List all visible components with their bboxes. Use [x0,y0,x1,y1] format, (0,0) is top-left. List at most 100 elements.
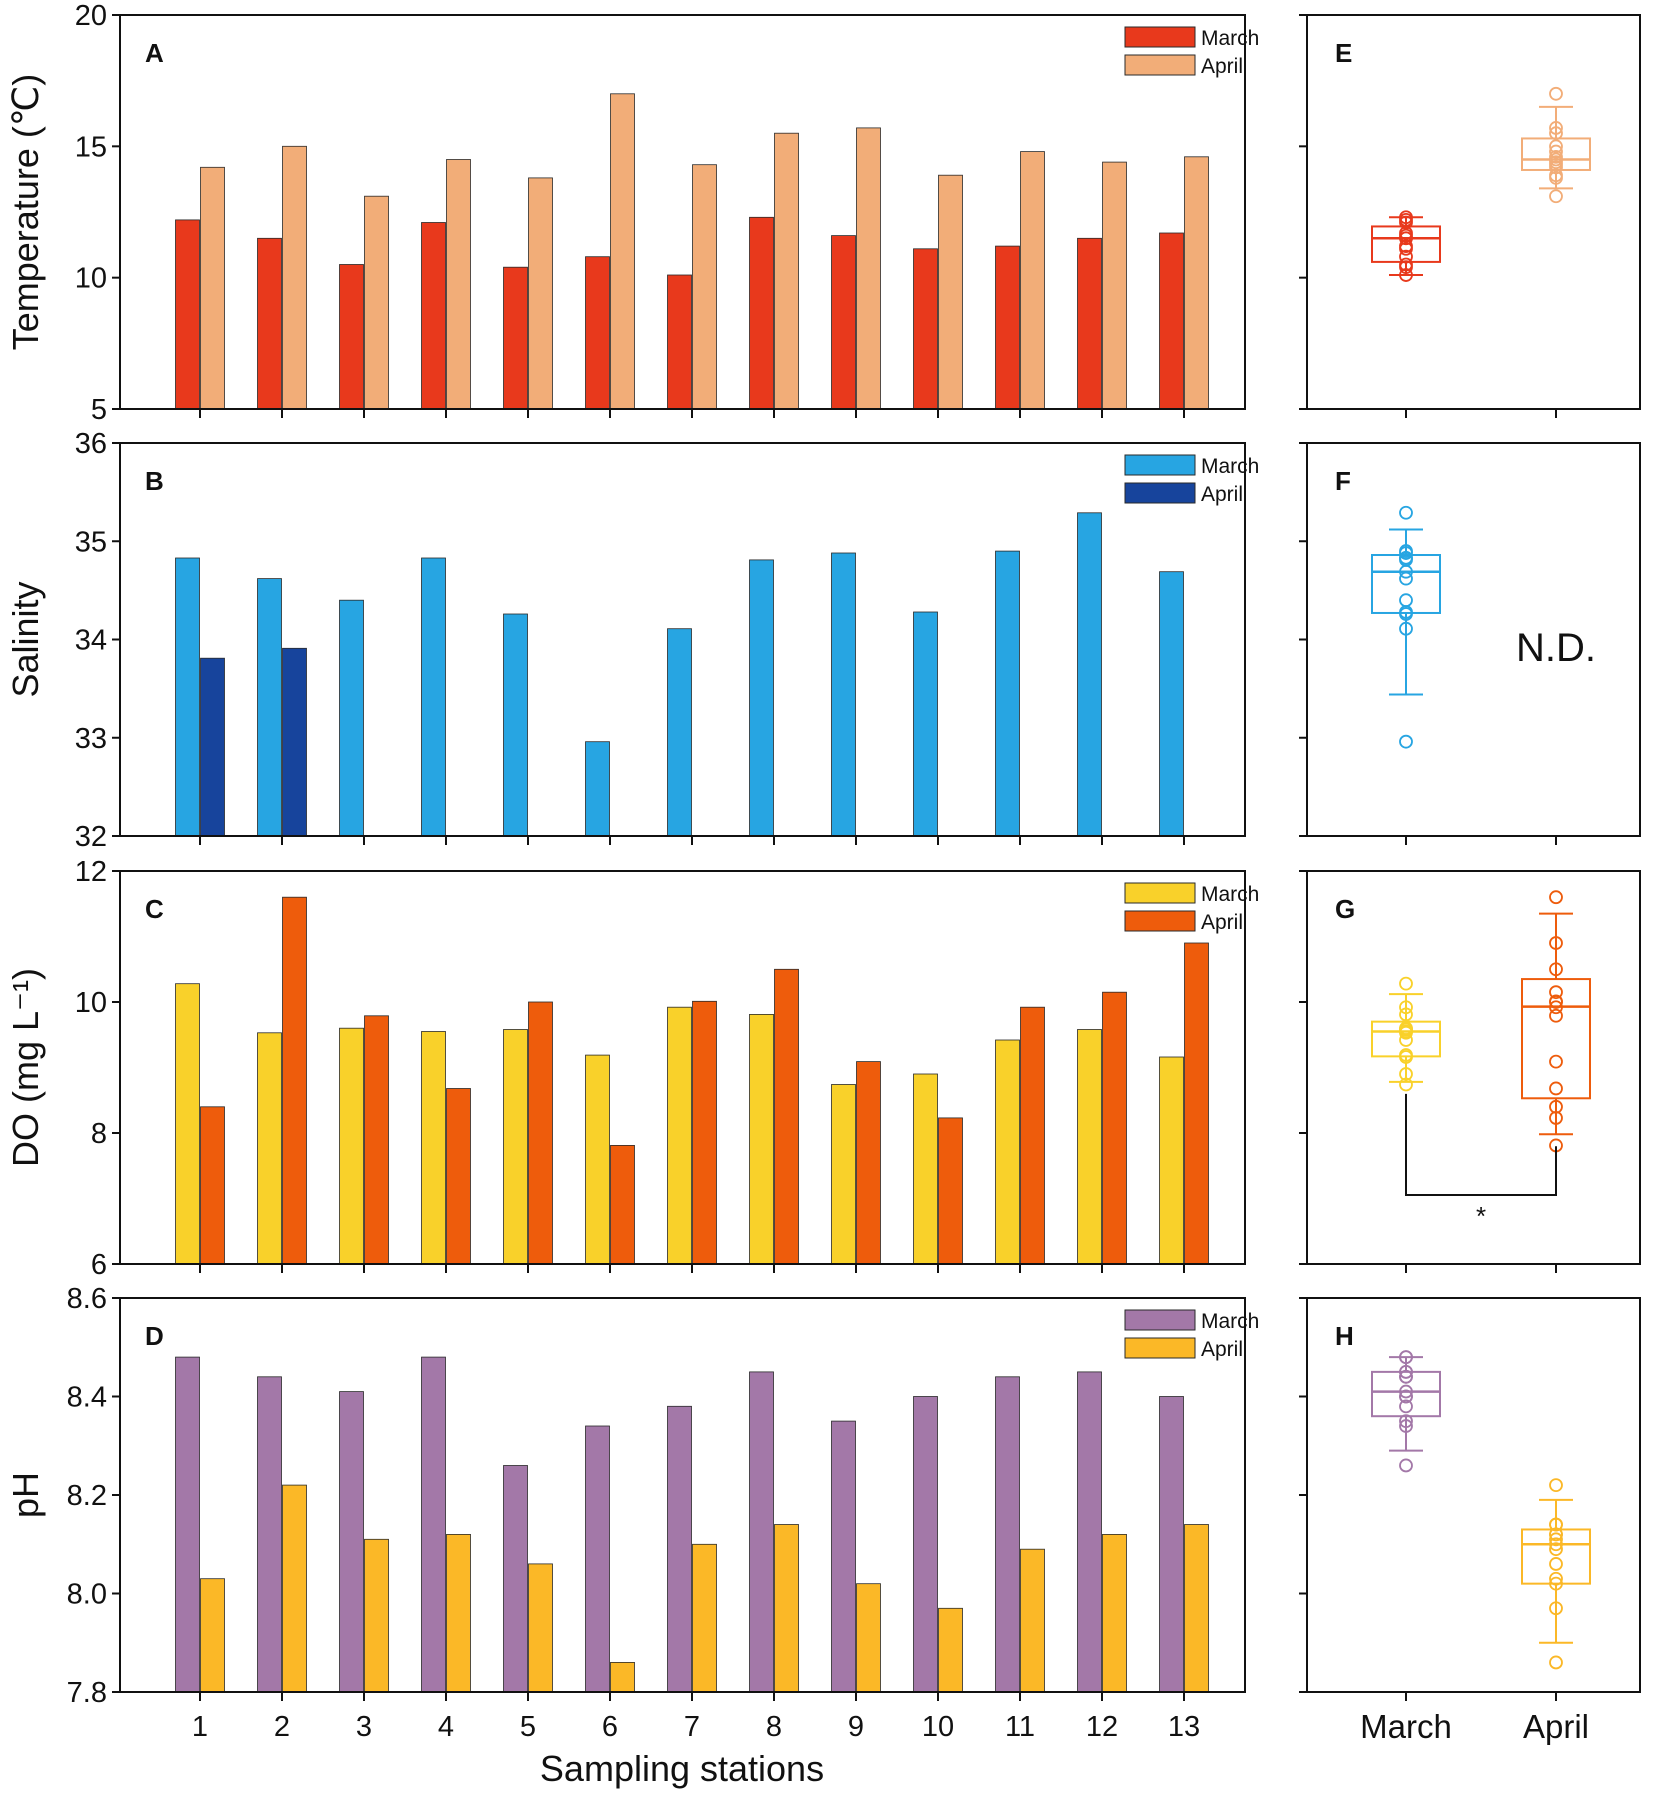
y-tick-label: 15 [75,131,107,163]
y-tick-label: 35 [75,526,107,558]
bar-march-station-8 [749,559,774,837]
bar-march-station-8 [749,1371,774,1693]
y-tick-label: 33 [75,723,107,755]
data-point-march [1399,544,1413,558]
bar-march-station-13 [1159,1396,1184,1693]
box-panel-f: F N.D. [1299,442,1641,845]
bar-march-station-9 [831,1420,856,1693]
y-tick-label: 8.4 [67,1382,107,1414]
bar-april-station-1 [200,166,225,410]
y-tick-label: 8 [91,1118,107,1150]
bar-april-station-2 [282,1484,307,1693]
bar-march-station-11 [995,1039,1020,1265]
data-point-march [1399,226,1413,240]
y-tick-label: 12 [75,856,107,888]
bar-march-station-6 [585,256,610,410]
data-point-march [1399,1419,1413,1433]
box-march [1371,1370,1441,1418]
box-panel-h: H [1299,1297,1641,1701]
legend-label-april: April [1201,911,1243,934]
bar-april-station-12 [1102,991,1127,1265]
data-point-april [1549,1537,1563,1552]
panel-label: G [1335,894,1355,924]
data-point-april [1549,1571,1563,1586]
x-tick-label: 9 [848,1711,864,1743]
bar-march-station-5 [503,613,528,837]
bar-march-station-12 [1077,1371,1102,1693]
y-axis-title: DO (mg L⁻¹) [5,968,46,1167]
x-tick-label: 4 [438,1711,454,1743]
box-panel-e: E [1299,14,1641,418]
data-point-march [1399,260,1413,275]
box-march [1371,554,1441,614]
bar-april-station-7 [692,1000,717,1265]
bar-april-station-13 [1184,1524,1209,1693]
box-panel-g: G* [1299,870,1641,1273]
data-point-march [1399,621,1413,636]
bar-april-station-6 [610,1145,635,1265]
legend-swatch-april [1124,54,1196,76]
data-point-march [1399,215,1413,230]
data-point-april [1549,139,1563,154]
legend-swatch-april [1124,910,1196,932]
data-point-march [1399,1000,1413,1015]
y-tick-label: 32 [75,821,107,853]
bar-april-station-1 [200,1578,225,1693]
data-point-april [1549,1517,1563,1532]
y-axis-title: pH [5,1472,46,1518]
bar-march-station-13 [1159,571,1184,837]
x-axis-title: Sampling stations [540,1748,824,1789]
bar-panel-d: 7.8 8.0 8.2 8.4 8.6 pH D March April [5,1283,1259,1709]
significance-label: * [1476,1201,1486,1231]
data-point-march [1399,734,1413,749]
bar-april-station-2 [282,896,307,1265]
bar-march-station-7 [667,1006,692,1265]
not-detected-label: N.D. [1516,626,1596,670]
data-point-april [1549,1081,1563,1096]
data-point-april [1549,144,1563,159]
y-tick-label: 20 [75,0,107,32]
bar-march-station-1 [175,1356,200,1693]
bar-march-station-4 [421,1031,446,1265]
data-point-april [1549,168,1563,183]
bar-march-station-10 [913,611,938,837]
bar-april-station-8 [774,1524,799,1693]
data-point-april [1549,1527,1563,1542]
data-point-april [1549,890,1563,905]
bar-april-station-13 [1184,156,1209,410]
x-tick-label: 6 [602,1711,618,1743]
bar-march-station-2 [257,1376,282,1693]
data-point-april [1549,1557,1563,1571]
bar-march-station-10 [913,1073,938,1265]
bar-april-station-6 [610,93,635,410]
data-point-march [1399,976,1413,991]
category-label: April [1523,1708,1589,1745]
data-point-march [1399,1458,1413,1473]
data-point-april [1549,994,1563,1009]
data-point-april [1549,962,1563,977]
data-point-april [1549,936,1563,950]
box-april [1521,1528,1591,1585]
data-point-april [1549,1576,1563,1591]
bar-april-station-5 [528,1001,553,1265]
bar-march-station-3 [339,264,364,410]
x-tick-label: 2 [274,1711,290,1743]
panel-label: C [145,894,164,924]
bar-april-station-9 [856,127,881,410]
bar-march-station-4 [421,557,446,837]
panel-label: D [145,1321,164,1351]
x-tick-label: 5 [520,1711,536,1743]
legend-label-march: March [1201,883,1259,906]
data-point-april [1549,149,1563,164]
bar-april-station-4 [446,159,471,410]
bar-april-station-2 [282,647,307,837]
panel-label: F [1335,466,1351,496]
bar-april-station-11 [1020,1548,1045,1693]
data-point-march [1399,1399,1413,1414]
bar-april-station-13 [1184,942,1209,1265]
y-tick-label: 8.0 [67,1579,107,1611]
bar-march-station-1 [175,983,200,1265]
bar-march-station-7 [667,274,692,410]
data-point-march [1399,231,1413,246]
data-point-april [1549,1000,1563,1015]
